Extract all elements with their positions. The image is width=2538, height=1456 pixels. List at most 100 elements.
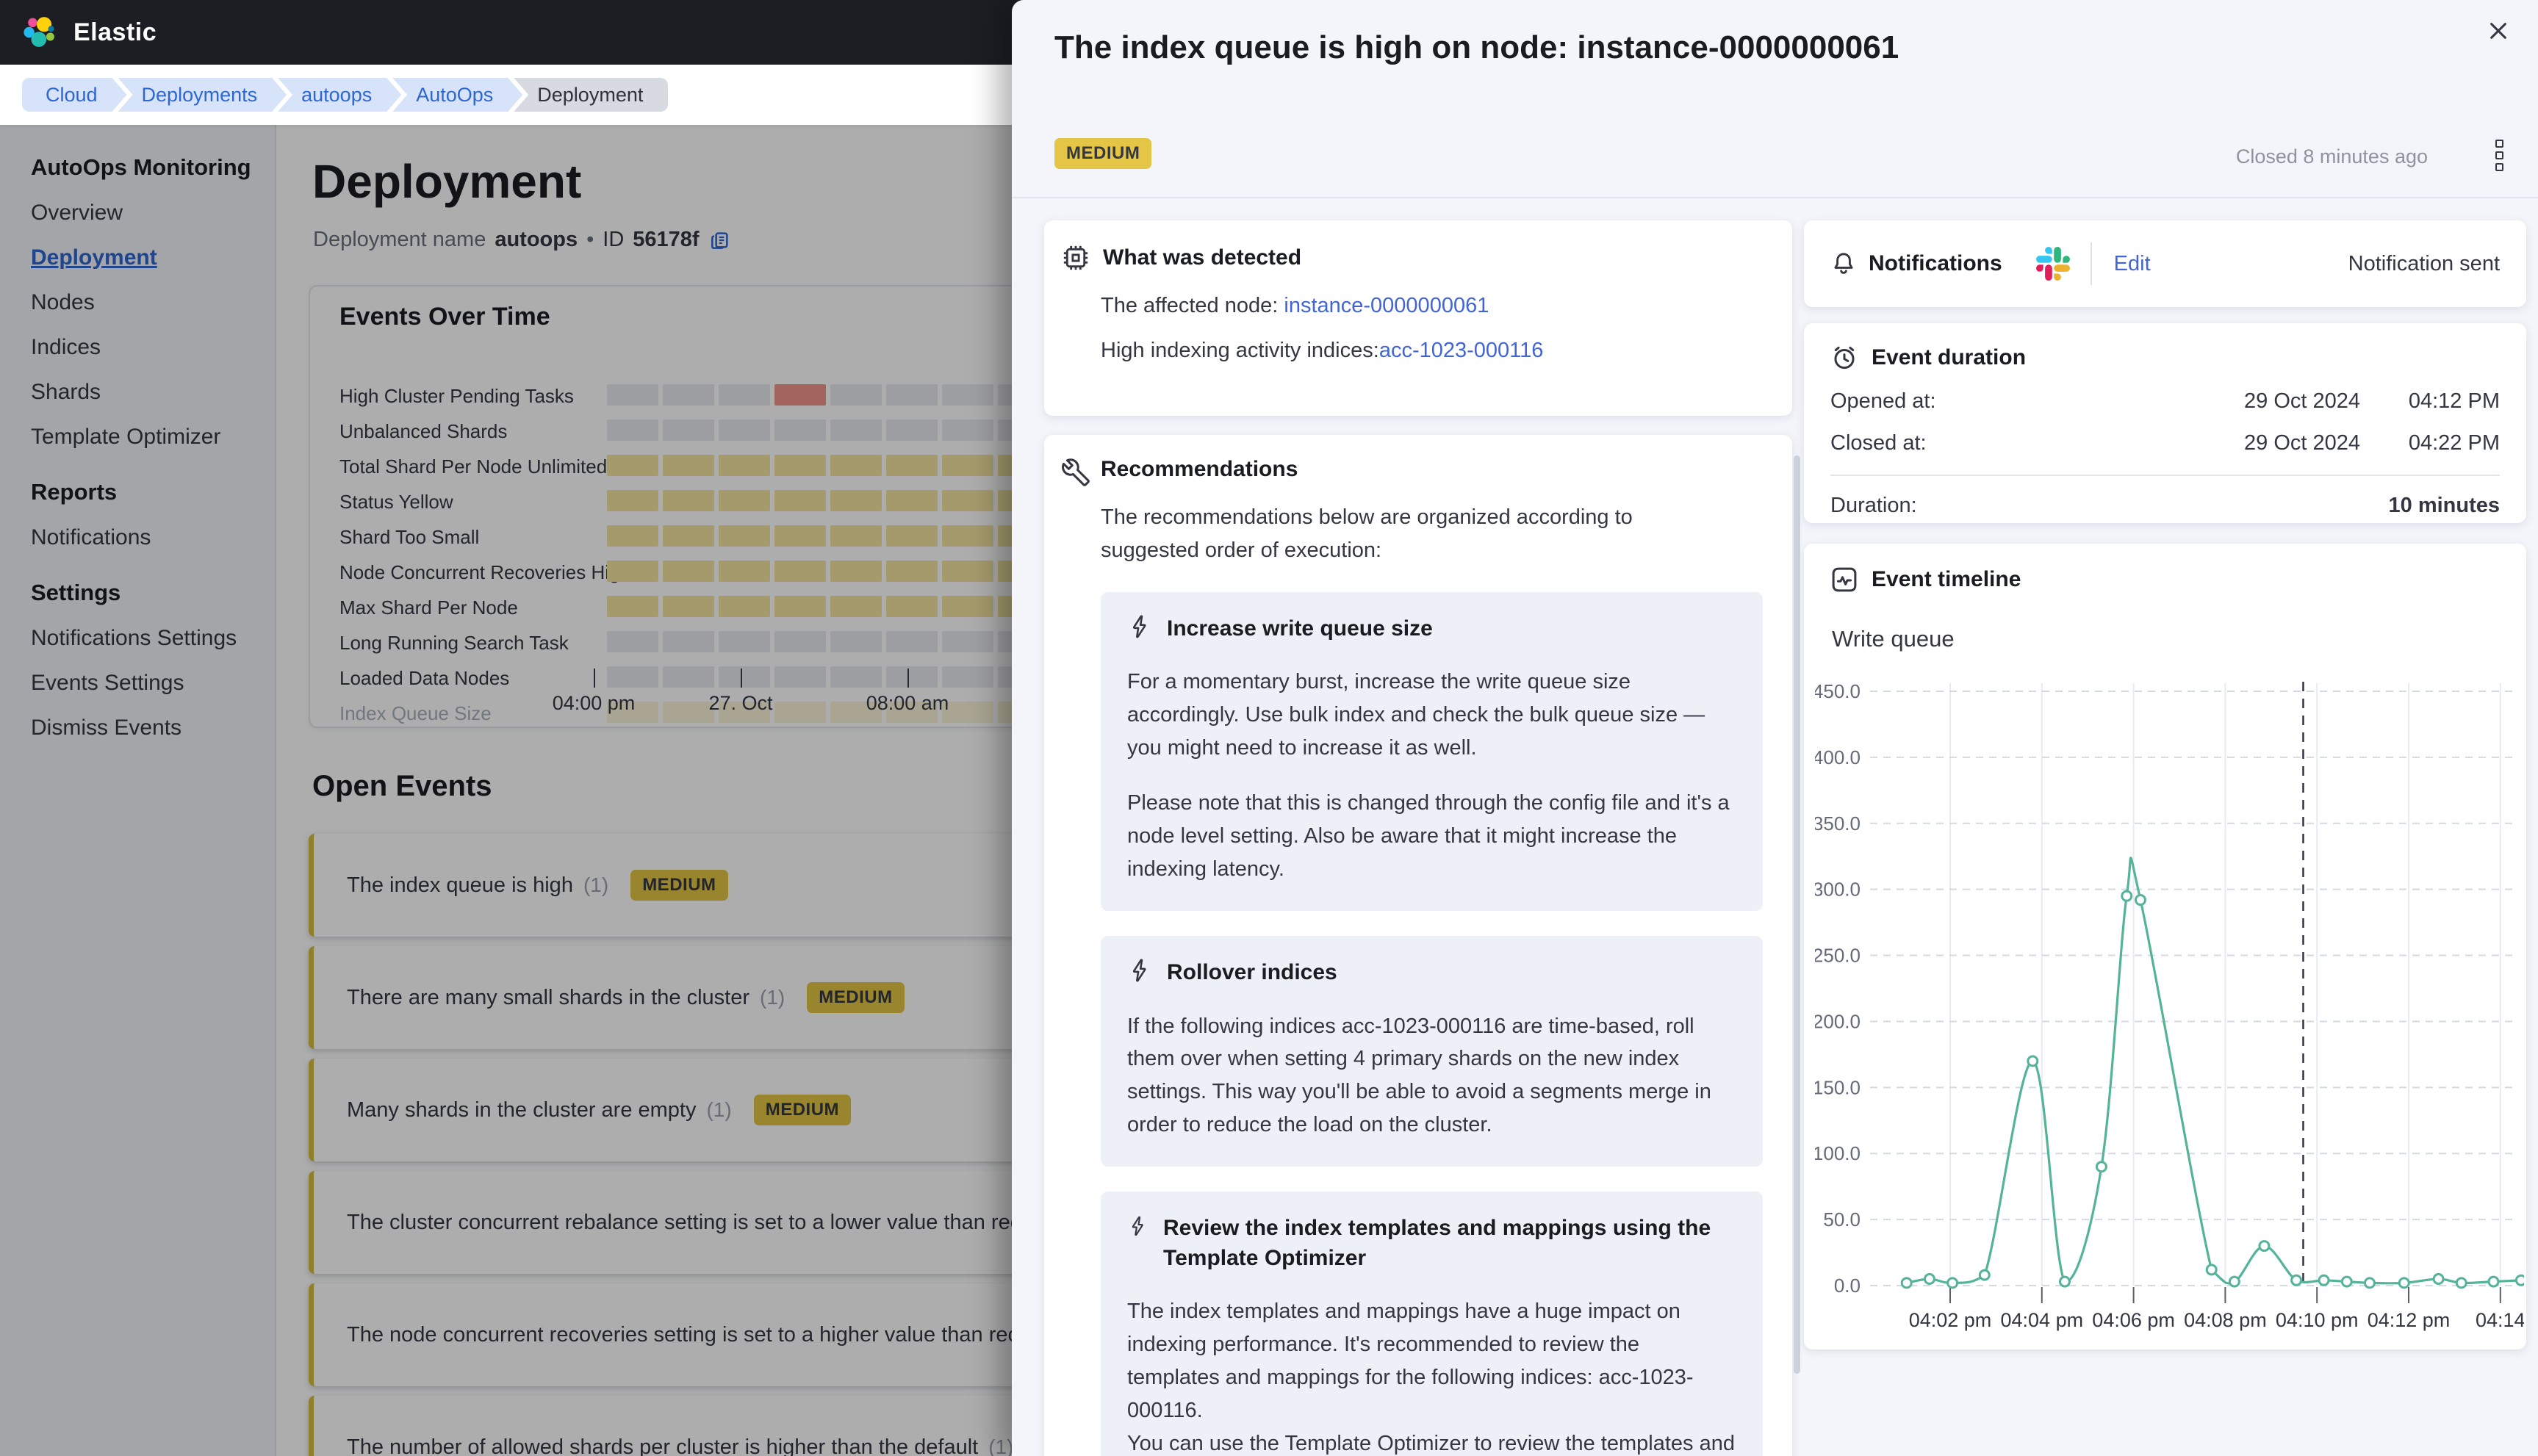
recommendation-card: Rollover indices If the following indices… [1101,936,1763,1167]
open-event-count: (1) [706,1098,732,1121]
breadcrumb-item-autoops[interactable]: AutoOps [392,78,522,112]
y-tick-label: 50.0 [1823,1208,1861,1230]
recommendation-text: For a momentary burst, increase the writ… [1127,670,1705,760]
x-tick-label: 04:06 pm [2092,1309,2175,1331]
heatmap-row-label: Unbalanced Shards [339,420,508,442]
event-timeline-card: Event timeline Write queue 04:02 pm 04:04… [1804,544,2526,1349]
heatmap-cell [774,596,826,617]
sidebar-item-notifications[interactable]: Notifications [31,525,151,549]
heatmap-cell [607,525,658,547]
flyout-scrollbar[interactable] [1794,455,1800,1374]
recommendation-list: Increase write queue size For a momentary… [1101,591,1763,1456]
heatmap-cell [663,666,714,688]
write-queue-series-line [1906,857,2521,1285]
data-point-marker [2318,1274,2330,1286]
heatmap-cell [886,455,938,476]
duration-label: Duration: [1830,494,1917,517]
heatmap-cell [719,384,770,406]
heatmap-cell [886,596,938,617]
detected-link[interactable]: acc-1023-000116 [1378,339,1544,362]
detected-heading: What was detected [1103,245,1302,270]
what-was-detected-card: What was detected The affected node: ins… [1044,220,1792,416]
duration-row-label: Closed at: [1830,431,1927,455]
sidebar-item-deployment[interactable]: Deployment [31,245,157,270]
sidebar-item-notifications-settings[interactable]: Notifications Settings [31,626,237,650]
heatmap-cell [719,490,770,511]
open-event-card[interactable]: The node concurrent recoveries setting i… [309,1283,1069,1386]
kebab-menu-icon[interactable] [2495,140,2506,175]
open-events-title: Open Events [312,770,492,802]
open-event-card[interactable]: The number of allowed shards per cluster… [309,1396,1069,1456]
breadcrumb-item-cloud[interactable]: Cloud [22,78,127,112]
open-event-card[interactable]: Many shards in the cluster are empty (1) M… [309,1059,1069,1161]
open-event-card[interactable]: The index queue is high (1) MEDIUM [309,834,1069,937]
data-point-marker [2340,1275,2353,1288]
sidebar-item-shards[interactable]: Shards [31,380,101,404]
heatmap-cell [719,455,770,476]
detected-line: The affected node: instance-0000000061 [1101,294,1763,318]
sidebar-item-template-optimizer[interactable]: Template Optimizer [31,425,221,449]
slack-icon [2035,247,2070,281]
heatmap-cell [942,702,993,723]
vertical-divider [2090,242,2092,285]
sidebar-item-dismiss-events[interactable]: Dismiss Events [31,716,182,740]
y-tick-label: 350.0 [1815,812,1861,835]
event-duration-heading: Event duration [1872,345,2027,370]
heatmap-cells [607,490,1049,511]
bolt-icon [1132,959,1146,982]
heatmap-cell [607,561,658,582]
sidebar-item-nodes[interactable]: Nodes [31,290,95,314]
heatmap-cell [663,631,714,652]
close-icon[interactable] [2487,19,2510,43]
duration-row-time: 04:12 PM [2408,389,2500,413]
brand-title: Elastic [73,18,157,46]
breadcrumb-item-autoops[interactable]: autoops [278,78,401,112]
data-point-marker [1923,1273,1935,1286]
sidebar-item-events-settings[interactable]: Events Settings [31,671,184,695]
recommendation-heading-row: Review the index templates and mappings … [1127,1214,1736,1273]
heatmap-cell [830,455,882,476]
heatmap-cell [830,419,882,441]
heatmap-cell [830,561,882,582]
line-chart-svg: 04:02 pm 04:04 pm 04:06 pm 04:08 pm 04:10 pm… [1815,680,2524,1331]
duration-row: Closed at: 29 Oct 2024 04:22 PM [1830,431,2500,455]
recommendation-text: If the following indices acc-1023-000116… [1127,1014,1711,1137]
recommendations-heading: Recommendations [1101,457,1298,481]
heatmap-row-label: Total Shard Per Node Unlimited [339,455,608,477]
recommendations-intro: The recommendations below are organized … [1101,505,1633,562]
open-event-title: There are many small shards in the clust… [347,985,749,1009]
heatmap-cell [942,666,993,688]
y-tick-label: 400.0 [1815,746,1861,768]
heatmap-cell [830,596,882,617]
heatmap-cell [886,419,938,441]
data-point-marker [2134,894,2146,907]
data-point-marker [2258,1240,2271,1253]
open-event-card[interactable]: The cluster concurrent rebalance setting… [309,1171,1069,1274]
duration-value: 10 minutes [2388,494,2501,517]
duration-row-time: 04:22 PM [2408,431,2500,455]
heatmap-cell [607,384,658,406]
heatmap-row: Status Yellow [310,485,1068,520]
sidebar-item-overview[interactable]: Overview [31,201,123,225]
data-point-marker [2205,1264,2218,1276]
heatmap-cell [607,702,658,723]
open-event-count: (1) [583,873,609,896]
heatmap-cell [830,490,882,511]
notifications-card: Notifications Edit Notification sent [1804,220,2526,307]
event-flyout: The index queue is high on node: instanc… [1012,0,2538,1456]
sidebar-item-indices[interactable]: Indices [31,335,101,359]
duration-row-date: 29 Oct 2024 [2244,389,2360,413]
open-event-card[interactable]: There are many small shards in the clust… [309,946,1069,1049]
breadcrumb-item-deployments[interactable]: Deployments [118,78,287,112]
data-point-marker [2290,1274,2303,1286]
detected-link[interactable]: instance-0000000061 [1284,294,1489,317]
heatmap-cell [774,419,826,441]
x-tick-label: 04:04 pm [2001,1309,2084,1331]
heatmap-cells [607,455,1049,476]
heatmap-cell [719,561,770,582]
deployment-name-label: Deployment name [313,228,486,251]
edit-notifications-link[interactable]: Edit [2113,251,2151,275]
heatmap-cell [607,490,658,511]
flyout-title: The index queue is high on node: instanc… [1054,29,1899,65]
copy-icon[interactable] [708,228,732,252]
